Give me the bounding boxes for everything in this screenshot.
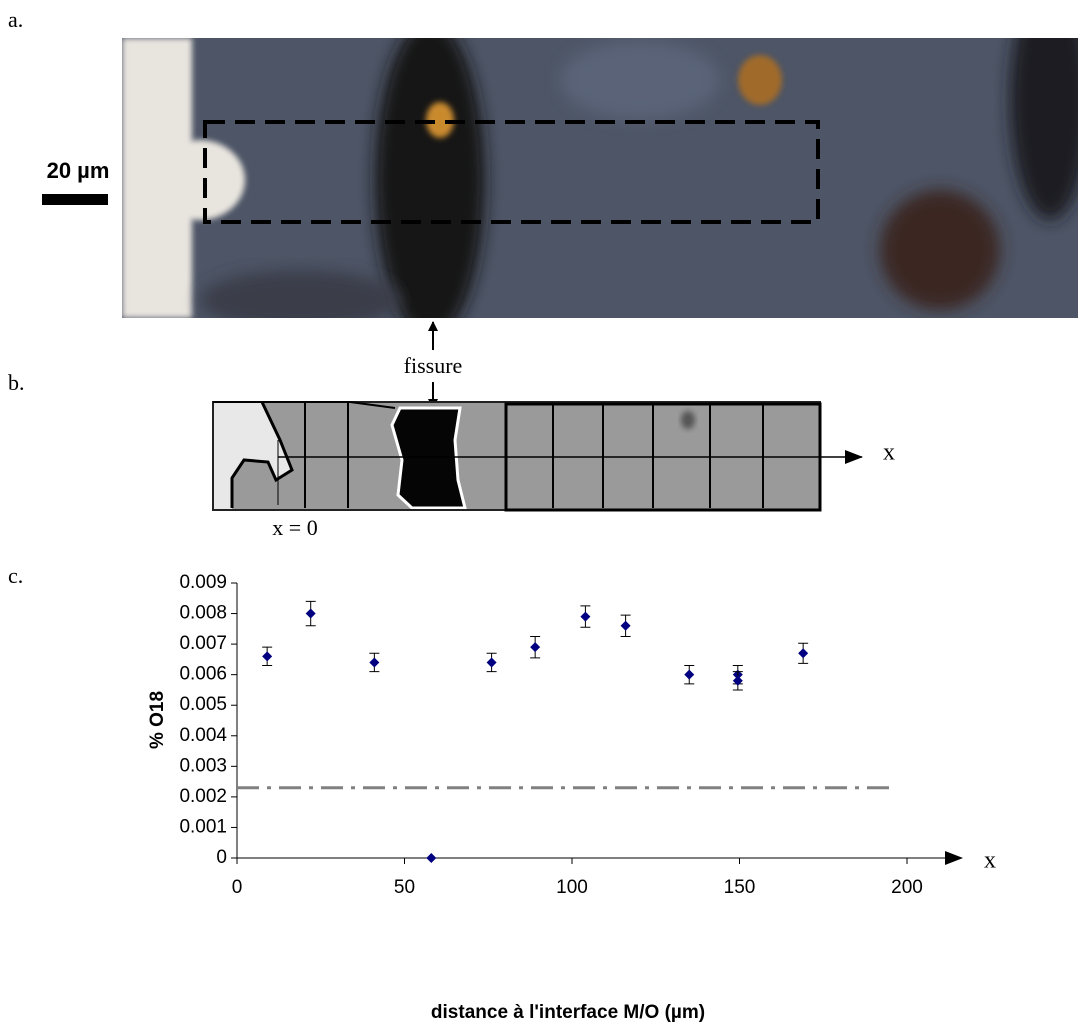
axis-arrow-label: x: [984, 848, 996, 874]
x-tick-label: 150: [724, 877, 756, 898]
data-point: [530, 642, 541, 653]
data-point: [369, 657, 380, 668]
y-tick-label: 0.002: [179, 786, 227, 807]
y-tick-label: 0.007: [179, 633, 227, 654]
scale-bar-label: 20 µm: [47, 158, 110, 183]
y-tick-label: 0: [216, 847, 227, 868]
panel-label: a.: [8, 7, 23, 32]
y-tick-label: 0.003: [179, 755, 227, 776]
y-tick-label: 0.001: [179, 816, 227, 837]
data-point: [426, 853, 437, 863]
axis-label: x: [883, 440, 895, 466]
data-point: [305, 608, 316, 619]
micrograph: [122, 38, 1078, 318]
selection-box: [203, 120, 820, 224]
data-point: [262, 651, 273, 662]
x-tick-label: 200: [891, 877, 923, 898]
chart: x 0 0.001 0.002 0.003 0.004 0.005 0.006 0.007 0.0…: [147, 572, 996, 1023]
y-tick-label: 0.008: [179, 603, 227, 624]
x-tick-label: 50: [394, 877, 415, 898]
origin-label: x = 0: [272, 515, 317, 540]
panel-label: b.: [8, 370, 25, 395]
x-tick-label: 0: [232, 877, 243, 898]
data-point: [732, 675, 743, 686]
arrow-label: fissure: [404, 353, 463, 378]
data-point: [798, 648, 809, 659]
y-axis-title: % O18: [147, 691, 168, 749]
schematic: [213, 402, 820, 510]
y-tick-label: 0.004: [179, 725, 227, 746]
panel-label: c.: [8, 563, 23, 588]
y-tick-label: 0.009: [179, 572, 227, 593]
scale-bar: [42, 194, 108, 205]
data-point: [620, 620, 631, 631]
data-point: [580, 611, 591, 622]
x-axis-title: distance à l'interface M/O (µm): [431, 1002, 705, 1023]
data-point: [486, 657, 497, 668]
data-point: [684, 669, 695, 680]
y-tick-label: 0.005: [179, 694, 227, 715]
x-tick-label: 100: [556, 877, 588, 898]
y-tick-label: 0.006: [179, 664, 227, 685]
